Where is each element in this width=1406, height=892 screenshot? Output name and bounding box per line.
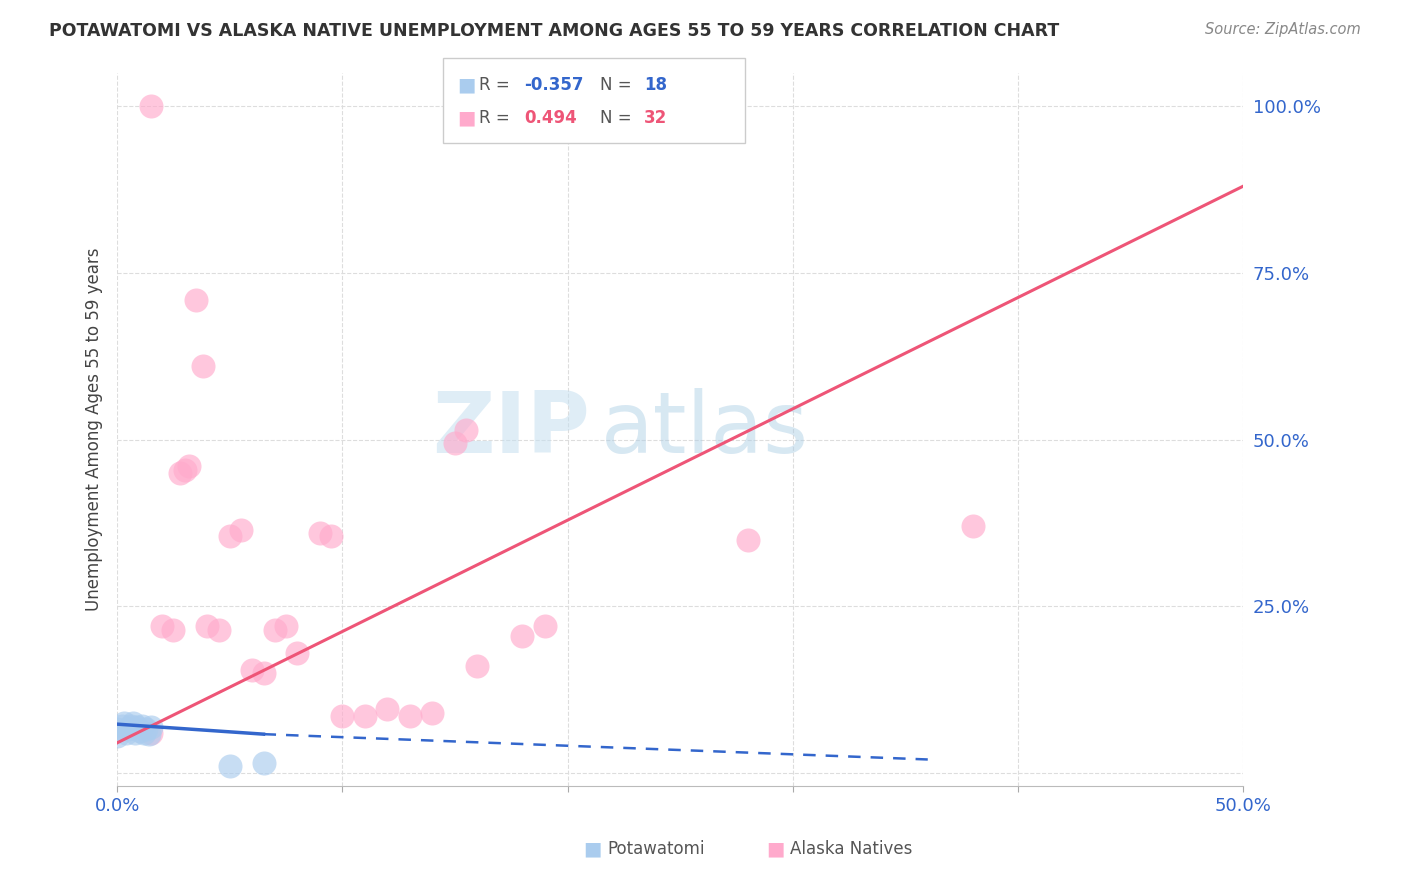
Point xyxy=(117,723,139,737)
Point xyxy=(377,702,399,716)
Text: 0.494: 0.494 xyxy=(524,109,578,127)
Y-axis label: Unemployment Among Ages 55 to 59 years: Unemployment Among Ages 55 to 59 years xyxy=(86,248,103,611)
Point xyxy=(128,724,150,739)
Text: atlas: atlas xyxy=(602,388,810,471)
Point xyxy=(120,719,142,733)
Point xyxy=(252,756,274,770)
Point xyxy=(139,726,162,740)
Point xyxy=(274,619,297,633)
Point xyxy=(229,523,252,537)
Point xyxy=(115,726,138,740)
Point xyxy=(139,721,162,735)
Text: ■: ■ xyxy=(583,839,602,858)
Point xyxy=(134,726,156,740)
Text: POTAWATOMI VS ALASKA NATIVE UNEMPLOYMENT AMONG AGES 55 TO 59 YEARS CORRELATION C: POTAWATOMI VS ALASKA NATIVE UNEMPLOYMENT… xyxy=(49,22,1060,40)
Text: R =: R = xyxy=(479,76,516,94)
Point xyxy=(138,727,160,741)
Point xyxy=(195,619,218,633)
Text: ZIP: ZIP xyxy=(432,388,591,471)
Point xyxy=(207,623,229,637)
Text: 32: 32 xyxy=(644,109,668,127)
Text: R =: R = xyxy=(479,109,516,127)
Point xyxy=(191,359,214,374)
Point xyxy=(252,665,274,680)
Point xyxy=(124,726,146,740)
Point xyxy=(162,623,184,637)
Point xyxy=(467,659,489,673)
Point xyxy=(218,529,240,543)
Point xyxy=(184,293,207,307)
Point xyxy=(422,706,444,720)
Point xyxy=(218,759,240,773)
Point xyxy=(169,466,191,480)
Text: Potawatomi: Potawatomi xyxy=(607,840,704,858)
Point xyxy=(131,719,153,733)
Point xyxy=(105,723,128,737)
Point xyxy=(319,529,342,543)
Point xyxy=(112,715,135,730)
Point xyxy=(534,619,557,633)
Point xyxy=(150,619,173,633)
Text: 18: 18 xyxy=(644,76,666,94)
Text: -0.357: -0.357 xyxy=(524,76,583,94)
Point xyxy=(456,423,478,437)
Text: Source: ZipAtlas.com: Source: ZipAtlas.com xyxy=(1205,22,1361,37)
Text: Alaska Natives: Alaska Natives xyxy=(790,840,912,858)
Point xyxy=(285,646,308,660)
Point xyxy=(179,459,201,474)
Point xyxy=(122,715,145,730)
Point xyxy=(512,629,534,643)
Point xyxy=(263,623,285,637)
Point xyxy=(240,663,263,677)
Text: ■: ■ xyxy=(457,76,475,95)
Point xyxy=(105,729,128,743)
Point xyxy=(962,519,984,533)
Text: ■: ■ xyxy=(457,109,475,128)
Text: N =: N = xyxy=(600,76,637,94)
Point xyxy=(737,533,759,547)
Point xyxy=(139,99,162,113)
Point xyxy=(127,721,149,735)
Point xyxy=(444,436,467,450)
Point xyxy=(173,462,195,476)
Text: ■: ■ xyxy=(766,839,785,858)
Point xyxy=(399,709,422,723)
Point xyxy=(354,709,377,723)
Point xyxy=(135,723,157,737)
Point xyxy=(111,719,134,733)
Point xyxy=(330,709,353,723)
Text: N =: N = xyxy=(600,109,637,127)
Point xyxy=(308,525,330,540)
